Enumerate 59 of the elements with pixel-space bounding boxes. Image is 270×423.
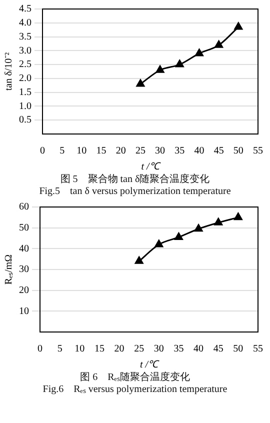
x-tick-label: 35: [174, 344, 184, 355]
point: [134, 256, 144, 264]
y-axis-title: tan δ/10⁻²: [4, 52, 15, 91]
x-tick-label: 55: [253, 344, 263, 355]
point: [214, 218, 223, 226]
x-tick-label: 40: [194, 146, 204, 157]
caption: Fig.6 Rₑₛ versus polymerization temperature: [42, 384, 228, 396]
x-tick-label: 30: [154, 344, 164, 355]
caption: 图 5 聚合物 tan δ随聚合温度变化: [59, 174, 211, 186]
x-tick-label: 10: [76, 146, 87, 157]
y-tick-label: 30: [19, 264, 29, 276]
x-tick-label: 5: [60, 146, 65, 157]
point: [174, 232, 183, 240]
x-tick-label: 50: [233, 146, 244, 157]
y-tick-label: 3.5: [19, 31, 32, 42]
x-tick-label: 0: [40, 146, 45, 157]
x-tick-label: 55: [253, 146, 263, 157]
point: [136, 79, 145, 87]
y-tick-label: 20: [19, 284, 29, 296]
x-tick-label: 20: [114, 344, 124, 355]
y-tick-label: 2.5: [19, 59, 32, 70]
x-tick-label: 40: [194, 344, 204, 355]
y-tick-label: 1.0: [19, 100, 32, 112]
y-tick-label: 10: [19, 306, 29, 317]
y-tick-label: 1.5: [19, 86, 32, 98]
x-tick-label: 45: [214, 146, 224, 157]
x-tick-label: 15: [96, 146, 106, 157]
x-tick-label: 20: [116, 146, 126, 157]
x-tick-label: 25: [134, 344, 144, 355]
x-tick-label: 10: [74, 344, 85, 355]
y-tick-label: 40: [19, 243, 29, 254]
point: [214, 40, 224, 48]
caption: Fig.5 tan δ versus polymerization temperature: [38, 186, 232, 198]
point: [195, 48, 204, 56]
y-tick-label: 3.0: [19, 45, 32, 56]
x-axis-title: t /℃: [141, 162, 162, 173]
x-tick-label: 50: [233, 344, 244, 355]
x-tick-label: 5: [57, 344, 62, 355]
x-tick-label: 0: [38, 344, 42, 355]
x-tick-label: 45: [213, 344, 224, 355]
y-tick-label: 0.5: [19, 114, 32, 126]
point: [154, 240, 164, 248]
x-tick-label: 35: [174, 146, 185, 157]
point: [234, 22, 243, 30]
point: [194, 224, 203, 232]
x-axis-title: t /℃: [140, 360, 160, 371]
point: [156, 65, 164, 73]
caption: 图 6 Rₑₛ随聚合温度变化: [79, 372, 191, 384]
y-tick-label: 60: [19, 202, 29, 213]
y-tick-label: 2.0: [19, 73, 32, 84]
point: [234, 212, 242, 220]
x-tick-label: 30: [155, 146, 166, 157]
y-tick-label: 50: [19, 222, 29, 234]
x-tick-label: 25: [135, 146, 146, 157]
y-tick-label: 4.0: [19, 18, 32, 29]
y-tick-label: 4.5: [19, 4, 32, 15]
y-axis-title: Rₑₛ/mΩ: [4, 254, 15, 285]
x-tick-label: 15: [94, 344, 104, 355]
point: [175, 60, 184, 68]
